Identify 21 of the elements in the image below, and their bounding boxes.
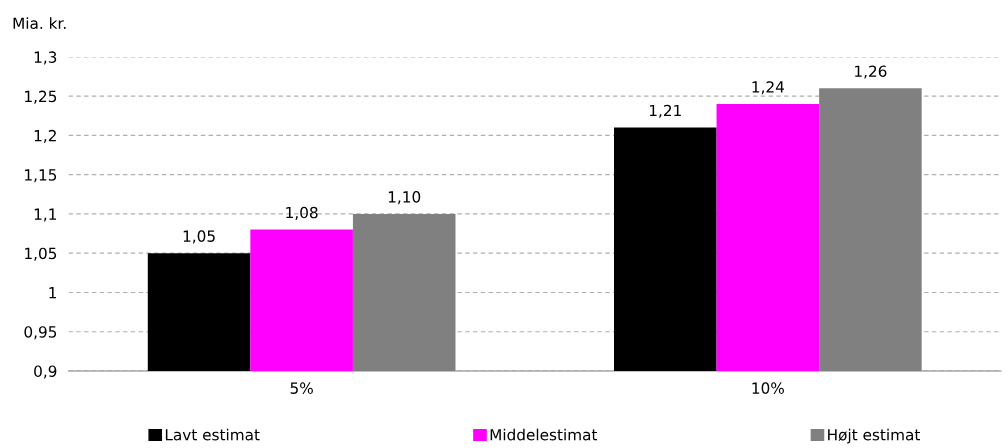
y-tick-label: 0,95 xyxy=(24,326,57,340)
y-tick-label: 1 xyxy=(49,287,57,299)
x-tick-label: 5% xyxy=(290,382,313,394)
data-label: 1,21 xyxy=(649,104,681,118)
x-tick-label: 10% xyxy=(752,382,784,394)
y-tick-label: 1,3 xyxy=(34,51,57,65)
y-tick-label: 1,2 xyxy=(34,129,56,143)
legend-label: Middelestimat xyxy=(490,428,598,441)
legend-label: Højt estimat xyxy=(828,428,920,444)
y-tick-label: 1,05 xyxy=(25,247,57,261)
legend-label: Lavt estimat xyxy=(165,428,260,441)
data-label: 1,10 xyxy=(388,191,421,205)
y-axis-title: Mia. kr. xyxy=(13,17,66,30)
y-tick-label: 1,1 xyxy=(34,208,57,222)
data-label: 1,05 xyxy=(183,230,215,244)
data-label: 1,26 xyxy=(855,65,887,79)
data-label: 1,24 xyxy=(752,81,784,95)
y-tick-label: 1,25 xyxy=(25,90,57,104)
y-tick-label: 0,9 xyxy=(34,365,57,379)
data-label: 1,08 xyxy=(286,206,318,220)
y-tick-label: 1,15 xyxy=(25,169,57,183)
